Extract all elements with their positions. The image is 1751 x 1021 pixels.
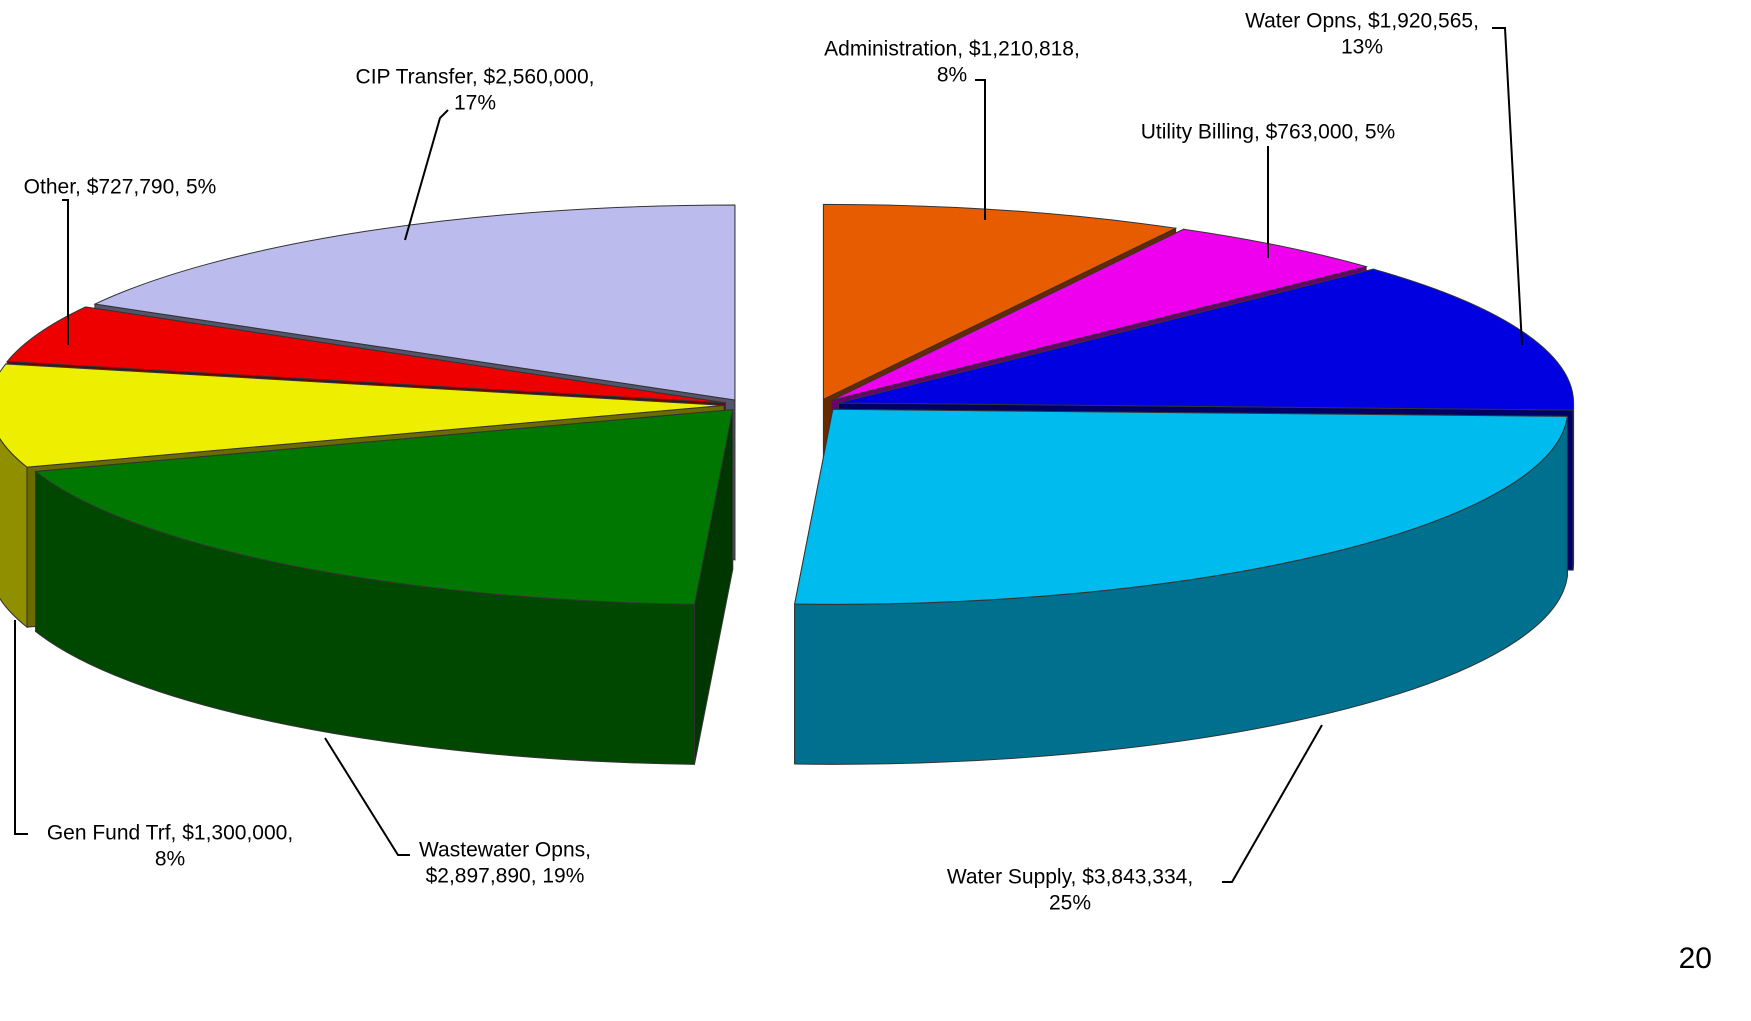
- slice-label: CIP Transfer, $2,560,000,: [356, 66, 595, 89]
- slice-label: Utility Billing, $763,000, 5%: [1141, 121, 1395, 144]
- slice-label: 8%: [155, 848, 185, 871]
- slice-label: 8%: [937, 64, 967, 87]
- slice-label: Gen Fund Trf, $1,300,000,: [47, 822, 293, 845]
- slice-label: 13%: [1341, 36, 1383, 59]
- slice-label: Wastewater Opns,: [419, 839, 591, 862]
- slice: [0, 363, 725, 468]
- leader-line: [14, 620, 28, 835]
- leader-line: [1492, 27, 1523, 346]
- leader-line: [975, 79, 986, 220]
- slice: [822, 203, 1178, 401]
- slice: [838, 268, 1575, 411]
- page-number: 20: [1679, 942, 1712, 975]
- leader-line: [1222, 724, 1323, 883]
- leader-line: [62, 199, 69, 345]
- slice: [831, 228, 1369, 401]
- leader-line: [404, 109, 449, 241]
- leader-line: [324, 737, 410, 856]
- slice-label: Water Supply, $3,843,334,: [947, 866, 1193, 889]
- slice-label: $2,897,890, 19%: [426, 865, 585, 888]
- slice: [34, 409, 734, 605]
- slice-label: Administration, $1,210,818,: [824, 38, 1080, 61]
- slice-label: Other, $727,790, 5%: [24, 176, 217, 199]
- slice: [93, 204, 736, 401]
- slice-label: 17%: [454, 92, 496, 115]
- slice-label: 25%: [1049, 892, 1091, 915]
- slice-label: Water Opns, $1,920,565,: [1245, 10, 1479, 33]
- slice: [794, 408, 1568, 605]
- slice: [6, 306, 726, 404]
